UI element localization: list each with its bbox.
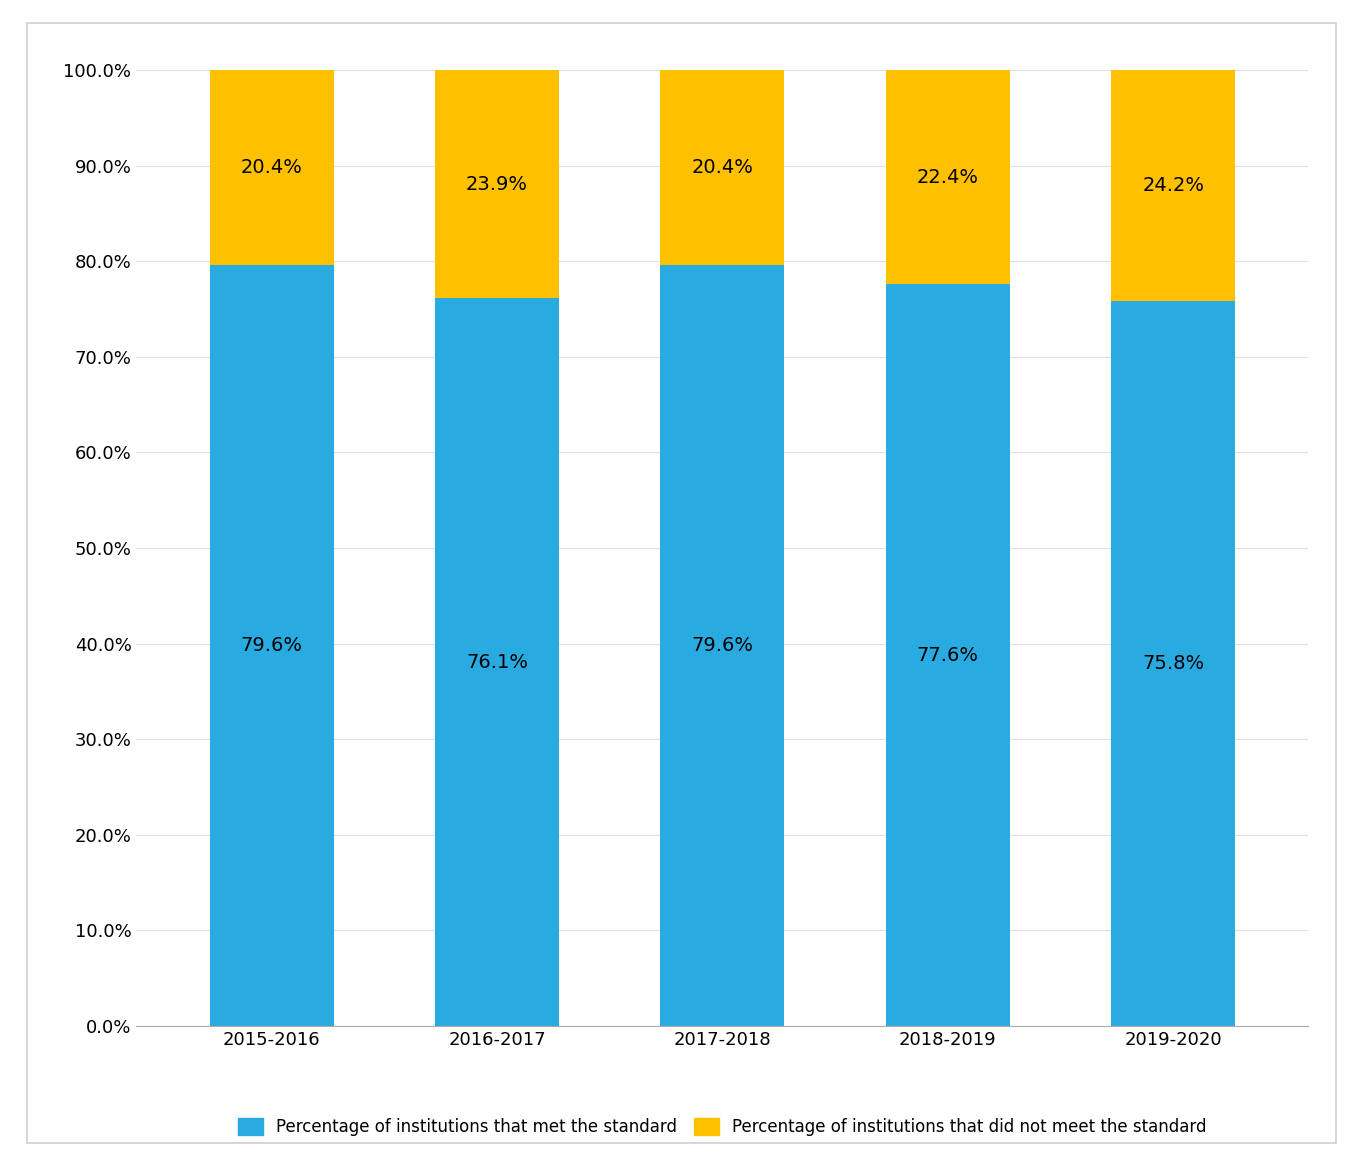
Text: 79.6%: 79.6%	[691, 635, 754, 655]
Text: 24.2%: 24.2%	[1142, 176, 1205, 195]
Text: 20.4%: 20.4%	[241, 157, 303, 177]
Bar	[886, 285, 1010, 1026]
Bar	[210, 265, 334, 1026]
Text: 20.4%: 20.4%	[691, 157, 754, 177]
Bar	[661, 265, 784, 1026]
Text: 77.6%: 77.6%	[917, 646, 979, 665]
Bar	[435, 298, 559, 1026]
Bar	[1111, 70, 1235, 301]
Bar	[886, 70, 1010, 285]
Text: 23.9%: 23.9%	[466, 175, 527, 194]
Text: 76.1%: 76.1%	[466, 653, 527, 672]
Text: 22.4%: 22.4%	[917, 168, 979, 187]
Bar	[661, 70, 784, 265]
Legend: Percentage of institutions that met the standard, Percentage of institutions tha: Percentage of institutions that met the …	[232, 1111, 1213, 1143]
Bar	[1111, 301, 1235, 1026]
Bar	[210, 70, 334, 265]
Text: 75.8%: 75.8%	[1142, 654, 1205, 673]
Text: 79.6%: 79.6%	[240, 635, 303, 655]
Bar	[435, 70, 559, 298]
